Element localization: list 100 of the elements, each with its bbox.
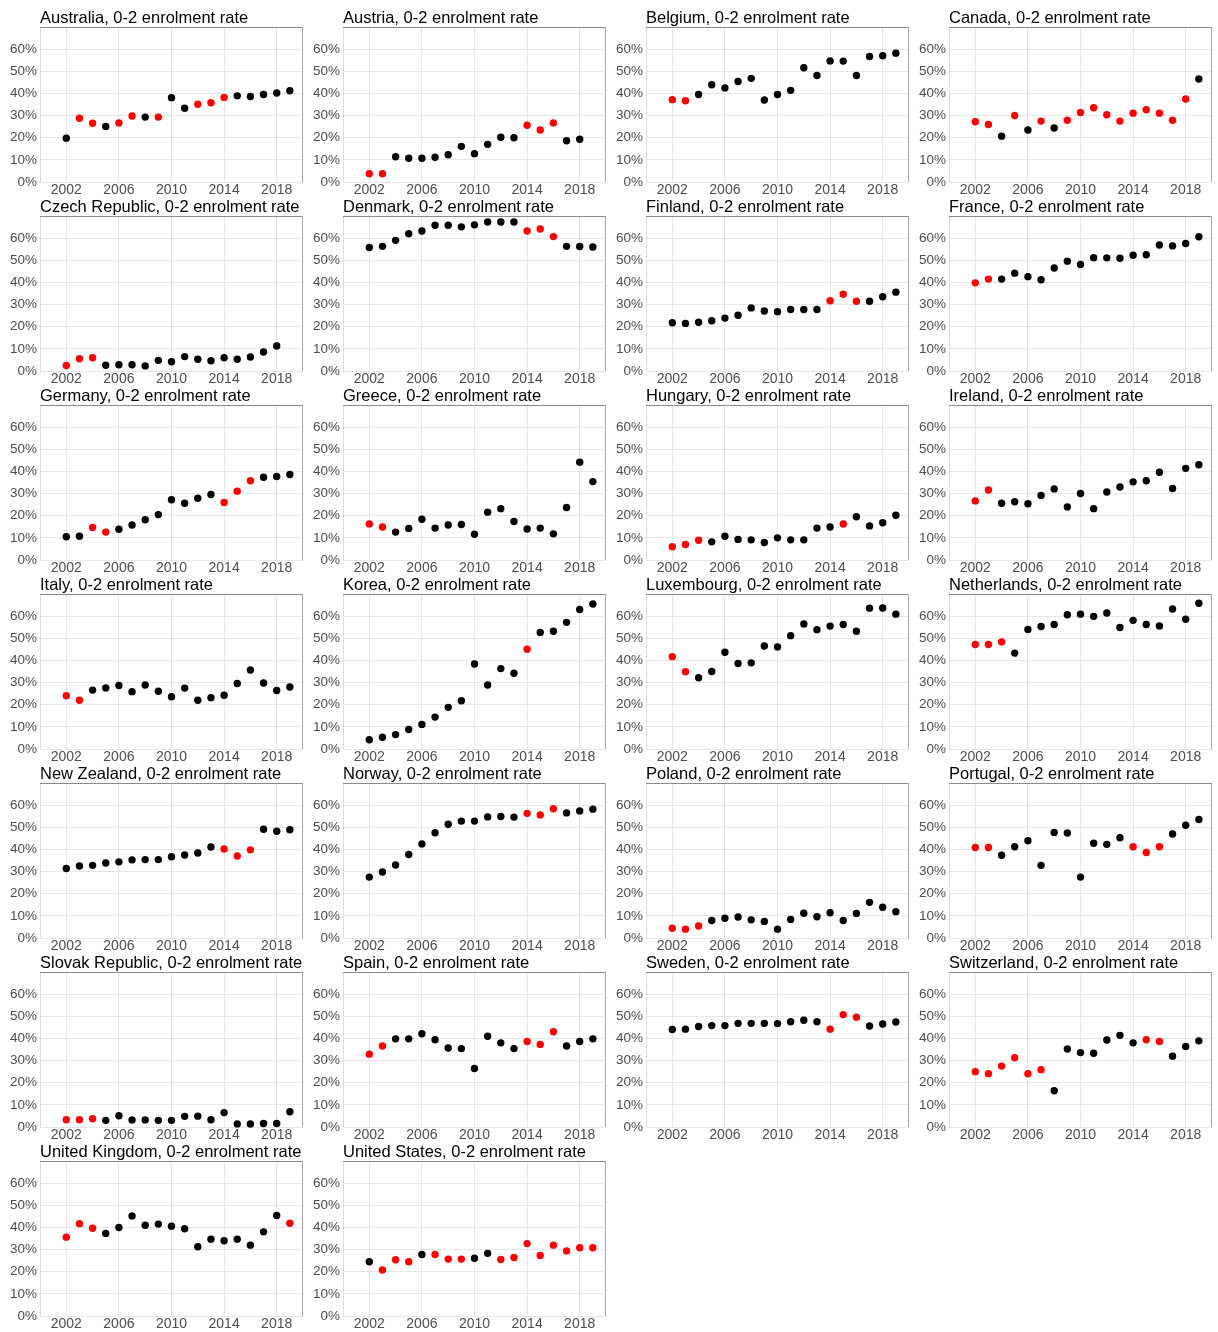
point [826,909,834,917]
x-tick-label: 2006 [103,748,135,765]
x-tick-label: 2010 [761,370,794,387]
x-tick-label: 2002 [959,748,992,765]
y-tick-label: 20% [615,318,643,334]
point [1063,257,1072,265]
x-tick-label: 2014 [208,937,240,954]
x-tick-label: 2006 [1012,559,1044,576]
x-tick-label: 2002 [959,1126,992,1143]
y-tick-label: 30% [9,1241,37,1257]
x-tick-label: 2010 [458,559,491,576]
point [75,1219,84,1228]
point [233,1120,241,1128]
point [444,703,452,712]
point [852,71,861,80]
point [1168,484,1177,493]
point [1063,611,1072,619]
point [207,99,215,107]
y-tick-label: 30% [615,1052,643,1068]
y-tick-label: 10% [312,529,340,545]
point [562,137,571,145]
point [457,817,466,825]
point [734,535,742,544]
y-tick-label: 10% [312,340,340,356]
y-tick-label: 40% [312,1219,340,1235]
x-tick-label: 2010 [1064,370,1097,387]
point [681,319,690,328]
x-tick-label: 2006 [103,937,135,954]
y-tick-label: 20% [918,129,946,145]
point [470,1064,479,1073]
point [997,1062,1006,1070]
point [839,916,847,925]
x-tick-label: 2018 [564,559,596,576]
point [865,522,874,530]
point [1011,649,1019,657]
point [470,149,479,158]
y-tick-label: 50% [918,1008,946,1023]
y-tick-label: 10% [312,1285,340,1301]
y-tick-label: 60% [9,607,37,623]
x-tick-label: 2018 [261,181,293,198]
point [747,916,755,924]
x-tick-label: 2014 [511,559,543,576]
point [497,1255,505,1264]
y-tick-label: 0% [926,1118,946,1134]
point [1195,233,1203,241]
point [536,628,544,637]
point [273,686,281,695]
point [246,1120,255,1128]
y-tick-label: 60% [312,229,340,245]
y-tick-label: 0% [320,929,340,945]
y-tick-label: 40% [918,1030,946,1046]
x-tick-label: 2010 [155,181,188,198]
point [879,1020,887,1028]
y-tick-label: 30% [9,485,37,501]
point [1155,109,1164,117]
point [418,840,426,848]
y-tick-label: 10% [9,529,37,545]
point [418,1250,426,1259]
point [1089,612,1098,621]
point [1103,254,1111,262]
y-tick-label: 20% [312,318,340,334]
x-tick-label: 2014 [1117,1126,1149,1143]
x-tick-label: 2014 [814,370,846,387]
point [180,1225,189,1233]
y-tick-label: 20% [615,507,643,523]
point [444,1044,452,1052]
y-tick-label: 0% [17,929,37,945]
point [102,528,110,536]
x-tick-label: 2006 [103,181,135,198]
point [510,1253,518,1262]
y-tick-label: 10% [918,1096,946,1112]
point [391,1256,400,1264]
point [62,1233,70,1241]
y-tick-label: 10% [9,907,37,923]
x-tick-label: 2018 [261,748,293,765]
point [1142,620,1150,629]
point [259,679,268,687]
point [681,540,690,549]
point [997,132,1006,140]
point [194,1112,202,1120]
point [1024,1069,1032,1078]
y-tick-label: 20% [312,696,340,712]
point [800,536,808,544]
point [1129,251,1137,259]
point [128,856,136,864]
chart-title: Slovak Republic, 0-2 enrolment rate [40,953,303,972]
point [681,668,690,676]
y-tick-label: 60% [918,418,946,434]
chart-title: Italy, 0-2 enrolment rate [40,575,214,594]
point [1116,117,1124,125]
point [115,1112,123,1120]
point [747,1019,755,1028]
point [721,648,729,656]
y-tick-label: 30% [918,107,946,123]
point [167,358,176,366]
x-tick-label: 2018 [564,937,596,954]
x-tick-label: 2010 [761,748,794,765]
point [457,1255,466,1263]
point [523,227,531,235]
point [405,154,413,163]
